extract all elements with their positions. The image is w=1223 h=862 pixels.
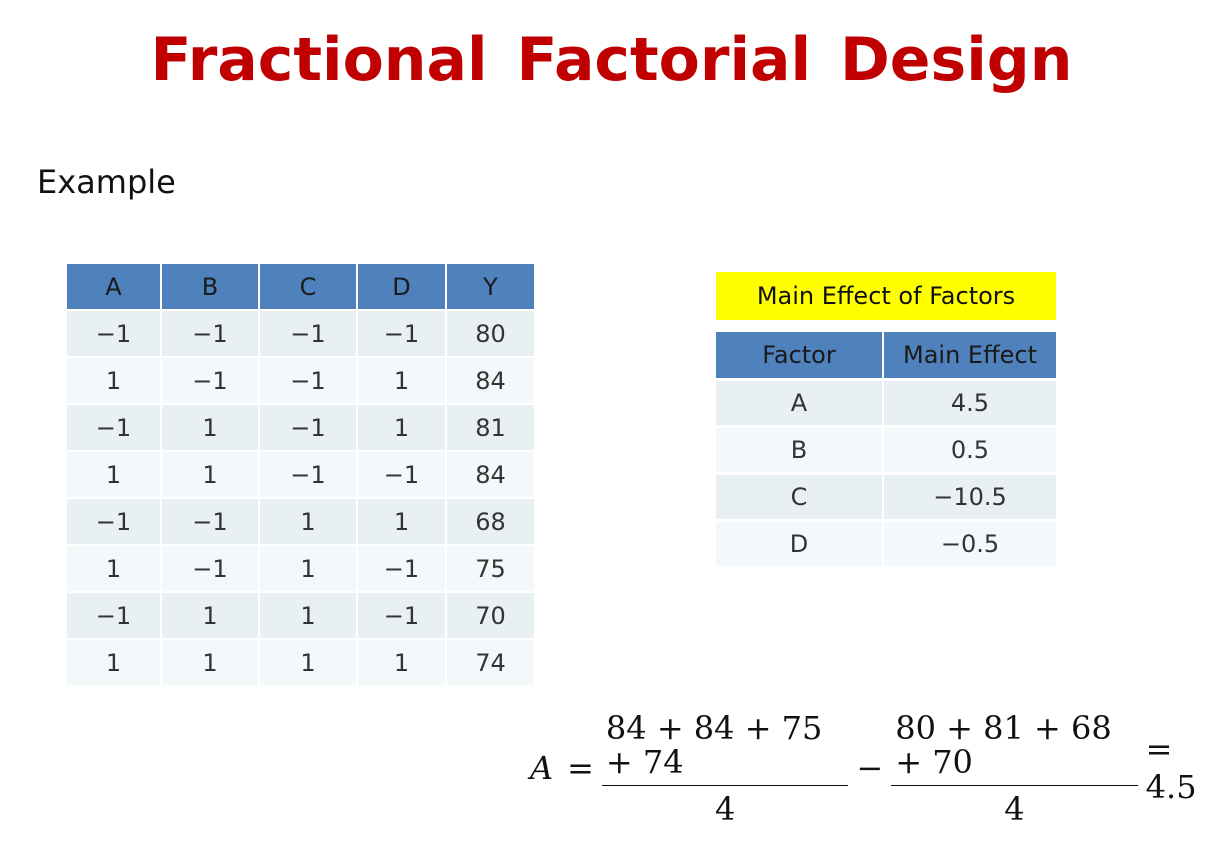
- table-row: D −0.5: [716, 522, 1056, 569]
- column-header: Y: [447, 264, 534, 311]
- table-cell: 1: [260, 640, 356, 687]
- table-row: −1 1 −1 1 81: [67, 405, 534, 452]
- table-cell: 1: [162, 405, 258, 452]
- table-cell: 1: [162, 452, 258, 499]
- table-cell: C: [716, 475, 882, 522]
- table-row: −1 −1 1 1 68: [67, 499, 534, 546]
- table-row: 1 1 1 1 74: [67, 640, 534, 687]
- table-cell: 84: [447, 452, 534, 499]
- table-row: −1 −1 −1 −1 80: [67, 311, 534, 358]
- formula-fraction-high: 84 + 84 + 75 + 74 4: [601, 711, 849, 828]
- table-cell: 1: [67, 452, 160, 499]
- table-cell: −1: [358, 452, 445, 499]
- table-cell: 1: [260, 499, 356, 546]
- table-cell: 4.5: [884, 381, 1056, 428]
- table-cell: −0.5: [884, 522, 1056, 569]
- table-cell: 75: [447, 546, 534, 593]
- table-row: 1 −1 1 −1 75: [67, 546, 534, 593]
- formula-fraction-low: 80 + 81 + 68 + 70 4: [891, 711, 1138, 828]
- table-cell: 1: [67, 546, 160, 593]
- column-header: C: [260, 264, 356, 311]
- table-cell: 1: [67, 358, 160, 405]
- formula-result: = 4.5: [1145, 730, 1197, 806]
- table-cell: 70: [447, 593, 534, 640]
- formula-lhs: A: [530, 749, 554, 787]
- table-cell: −1: [358, 546, 445, 593]
- table-row: B 0.5: [716, 428, 1056, 475]
- table-cell: −1: [358, 311, 445, 358]
- table-row: −1 1 1 −1 70: [67, 593, 534, 640]
- table-cell: 1: [358, 358, 445, 405]
- table-cell: −1: [260, 405, 356, 452]
- table-cell: A: [716, 381, 882, 428]
- table-cell: −1: [67, 499, 160, 546]
- table-cell: −1: [260, 358, 356, 405]
- fraction-numerator: 84 + 84 + 75 + 74: [601, 711, 849, 786]
- table-cell: 1: [358, 405, 445, 452]
- table-row: C −10.5: [716, 475, 1056, 522]
- table-cell: 0.5: [884, 428, 1056, 475]
- table-cell: −1: [260, 452, 356, 499]
- table-cell: 81: [447, 405, 534, 452]
- formula-minus: −: [856, 749, 884, 787]
- table-cell: −1: [162, 311, 258, 358]
- column-header: Main Effect: [884, 332, 1056, 381]
- table-cell: 84: [447, 358, 534, 405]
- table-cell: −1: [67, 405, 160, 452]
- table-row: A 4.5: [716, 381, 1056, 428]
- table-cell: 1: [162, 593, 258, 640]
- table-cell: −1: [67, 593, 160, 640]
- table-cell: D: [716, 522, 882, 569]
- table-cell: 1: [260, 593, 356, 640]
- page-title: Fractional Factorial Design: [150, 25, 1073, 95]
- main-effect-table: Factor Main Effect A 4.5 B 0.5 C −10.5 D −0.5: [714, 332, 1058, 569]
- table-cell: −1: [358, 593, 445, 640]
- table-cell: −1: [162, 499, 258, 546]
- design-matrix-table: A B C D Y −1 −1 −1 −1 80 1 −1 −1 1 84 −1 1 −1 1 81 1 1 −1…: [65, 264, 536, 687]
- table-header-row: A B C D Y: [67, 264, 534, 311]
- table-cell: −1: [162, 358, 258, 405]
- effect-formula: A = 84 + 84 + 75 + 74 4 − 80 + 81 + 68 +…: [530, 711, 1223, 826]
- table-header-row: Factor Main Effect: [716, 332, 1056, 381]
- table-cell: 74: [447, 640, 534, 687]
- column-header: Factor: [716, 332, 882, 381]
- column-header: B: [162, 264, 258, 311]
- table-row: 1 −1 −1 1 84: [67, 358, 534, 405]
- formula-equals: =: [567, 749, 594, 787]
- table-cell: −10.5: [884, 475, 1056, 522]
- fraction-denominator: 4: [1004, 789, 1025, 828]
- table-cell: −1: [260, 311, 356, 358]
- table-cell: −1: [67, 311, 160, 358]
- table-row: 1 1 −1 −1 84: [67, 452, 534, 499]
- main-effect-caption: Main Effect of Factors: [716, 272, 1056, 320]
- table-cell: 80: [447, 311, 534, 358]
- column-header: A: [67, 264, 160, 311]
- fraction-denominator: 4: [714, 789, 736, 828]
- table-cell: 1: [358, 640, 445, 687]
- table-cell: 1: [358, 499, 445, 546]
- table-cell: 68: [447, 499, 534, 546]
- section-label: Example: [37, 163, 176, 201]
- table-cell: 1: [67, 640, 160, 687]
- table-cell: 1: [260, 546, 356, 593]
- table-cell: 1: [162, 640, 258, 687]
- column-header: D: [358, 264, 445, 311]
- table-cell: −1: [162, 546, 258, 593]
- table-cell: B: [716, 428, 882, 475]
- fraction-numerator: 80 + 81 + 68 + 70: [891, 711, 1138, 786]
